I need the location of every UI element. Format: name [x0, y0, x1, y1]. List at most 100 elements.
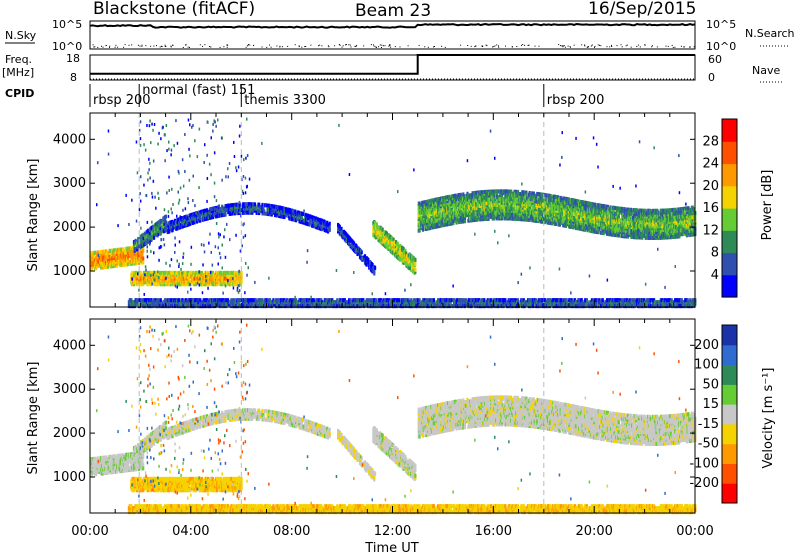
freq-line: [90, 54, 695, 75]
power-cell: [234, 209, 237, 214]
power-cell: [408, 260, 411, 265]
nsearch-dot: [341, 46, 343, 48]
power-cell: [266, 207, 269, 212]
power-cell: [320, 222, 323, 227]
nsearch-dot: [153, 45, 155, 47]
power-cell: [248, 204, 251, 209]
power-cell: [253, 208, 257, 213]
nsearch-dot: [563, 45, 565, 47]
nsearch-dot: [521, 44, 522, 46]
nsearch-dot: [219, 46, 221, 48]
power-cell: [240, 206, 243, 211]
nsearch-dot: [298, 45, 300, 47]
power-cell: [211, 215, 214, 220]
power-cell: [448, 196, 451, 201]
power-cell: [258, 204, 261, 209]
nsearch-dot: [492, 46, 494, 48]
power-cell: [274, 208, 277, 213]
power-cell: [323, 219, 326, 224]
nsearch-dot: [516, 46, 518, 47]
nsearch-dot: [527, 45, 529, 46]
power-cell: [414, 257, 417, 262]
beam-title: Beam 23: [355, 1, 431, 21]
power-cell: [170, 224, 173, 229]
power-cell: [311, 215, 314, 220]
nsearch-dot: [441, 45, 443, 47]
power-cell: [181, 224, 184, 229]
power-cell: [514, 199, 517, 204]
nsearch-dot: [156, 45, 157, 47]
power-cell: [442, 215, 445, 220]
nsearch-tick-top: 10^5: [706, 18, 736, 31]
nsearch-dot: [202, 45, 204, 47]
nsearch-dot: [101, 45, 102, 47]
power-cell: [143, 231, 146, 236]
power-cell: [598, 226, 601, 231]
power-cell: [316, 217, 320, 222]
power-cell: [320, 224, 323, 229]
nsearch-dot: [384, 45, 386, 47]
nsearch-dot: [611, 46, 613, 47]
power-cell: [250, 202, 253, 207]
nsearch-dot: [407, 45, 409, 47]
nsearch-dot: [626, 44, 628, 46]
power-cell: [106, 264, 109, 269]
power-cell: [309, 218, 312, 223]
nsearch-dot: [444, 46, 446, 48]
power-cell: [474, 194, 477, 199]
nsearch-dot: [651, 46, 653, 48]
nsearch-dot: [378, 46, 380, 48]
nsearch-dot: [680, 45, 682, 47]
power-cell: [125, 262, 128, 267]
power-cell: [372, 229, 375, 234]
power-cell: [238, 270, 241, 275]
power-cell: [133, 241, 136, 246]
nsearch-dot: [674, 46, 676, 48]
power-cell: [395, 240, 398, 245]
nsearch-dot: [381, 47, 382, 48]
power-cell: [423, 204, 426, 209]
power-cell: [159, 231, 162, 236]
power-cell: [255, 206, 258, 211]
power-cell: [181, 282, 184, 287]
nsearch-dot: [281, 46, 283, 48]
nsearch-dot: [427, 46, 429, 48]
nsearch-dot: [349, 44, 351, 46]
power-cell: [270, 204, 273, 209]
nsearch-dot: [481, 45, 483, 47]
power-cell: [501, 189, 504, 194]
power-cell: [176, 226, 179, 231]
power-cell: [259, 209, 262, 214]
power-cell: [229, 278, 232, 283]
nsearch-dot: [298, 46, 300, 48]
nsearch-dots: [92, 44, 695, 48]
nsearch-dot: [375, 46, 377, 48]
nsearch-dot: [689, 46, 691, 48]
power-cell: [306, 222, 309, 227]
power-cell: [463, 219, 467, 224]
nsearch-dot: [534, 45, 536, 47]
power-cell: [480, 190, 483, 195]
nsearch-dot: [164, 44, 166, 46]
power-cell: [316, 221, 320, 226]
power-cell: [392, 237, 395, 242]
nsearch-dot: [124, 44, 126, 46]
nave-tick-bottom: 0: [708, 71, 715, 84]
power-cell: [124, 250, 127, 255]
nsearch-dot: [170, 45, 172, 47]
power-cell: [251, 210, 254, 215]
power-cell: [167, 223, 170, 228]
nsearch-dot: [561, 45, 563, 47]
nsearch-dot: [105, 45, 107, 46]
nsearch-dot: [226, 44, 228, 46]
nsearch-dot: [621, 46, 623, 48]
power-cell: [374, 220, 377, 225]
nsearch-dot: [474, 46, 476, 48]
nsearch-dot: [667, 45, 669, 47]
power-cell: [189, 221, 192, 226]
power-cell: [199, 212, 202, 217]
power-cell: [309, 220, 312, 225]
power-cell: [302, 218, 305, 223]
power-cell: [258, 209, 261, 213]
power-cell: [451, 200, 454, 205]
